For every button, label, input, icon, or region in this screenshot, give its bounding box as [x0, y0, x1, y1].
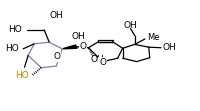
Text: OH: OH: [123, 21, 136, 30]
Text: HO: HO: [8, 25, 22, 35]
Text: O: O: [53, 52, 60, 61]
Text: O: O: [79, 42, 86, 51]
Text: HO: HO: [5, 44, 18, 53]
Text: OH: OH: [71, 32, 84, 41]
Text: Me: Me: [146, 33, 159, 43]
Text: OH: OH: [49, 11, 62, 20]
Text: OH: OH: [90, 55, 104, 64]
Text: O: O: [99, 58, 105, 67]
Polygon shape: [62, 45, 77, 49]
Text: OH: OH: [162, 43, 175, 53]
Text: HO: HO: [15, 71, 28, 80]
